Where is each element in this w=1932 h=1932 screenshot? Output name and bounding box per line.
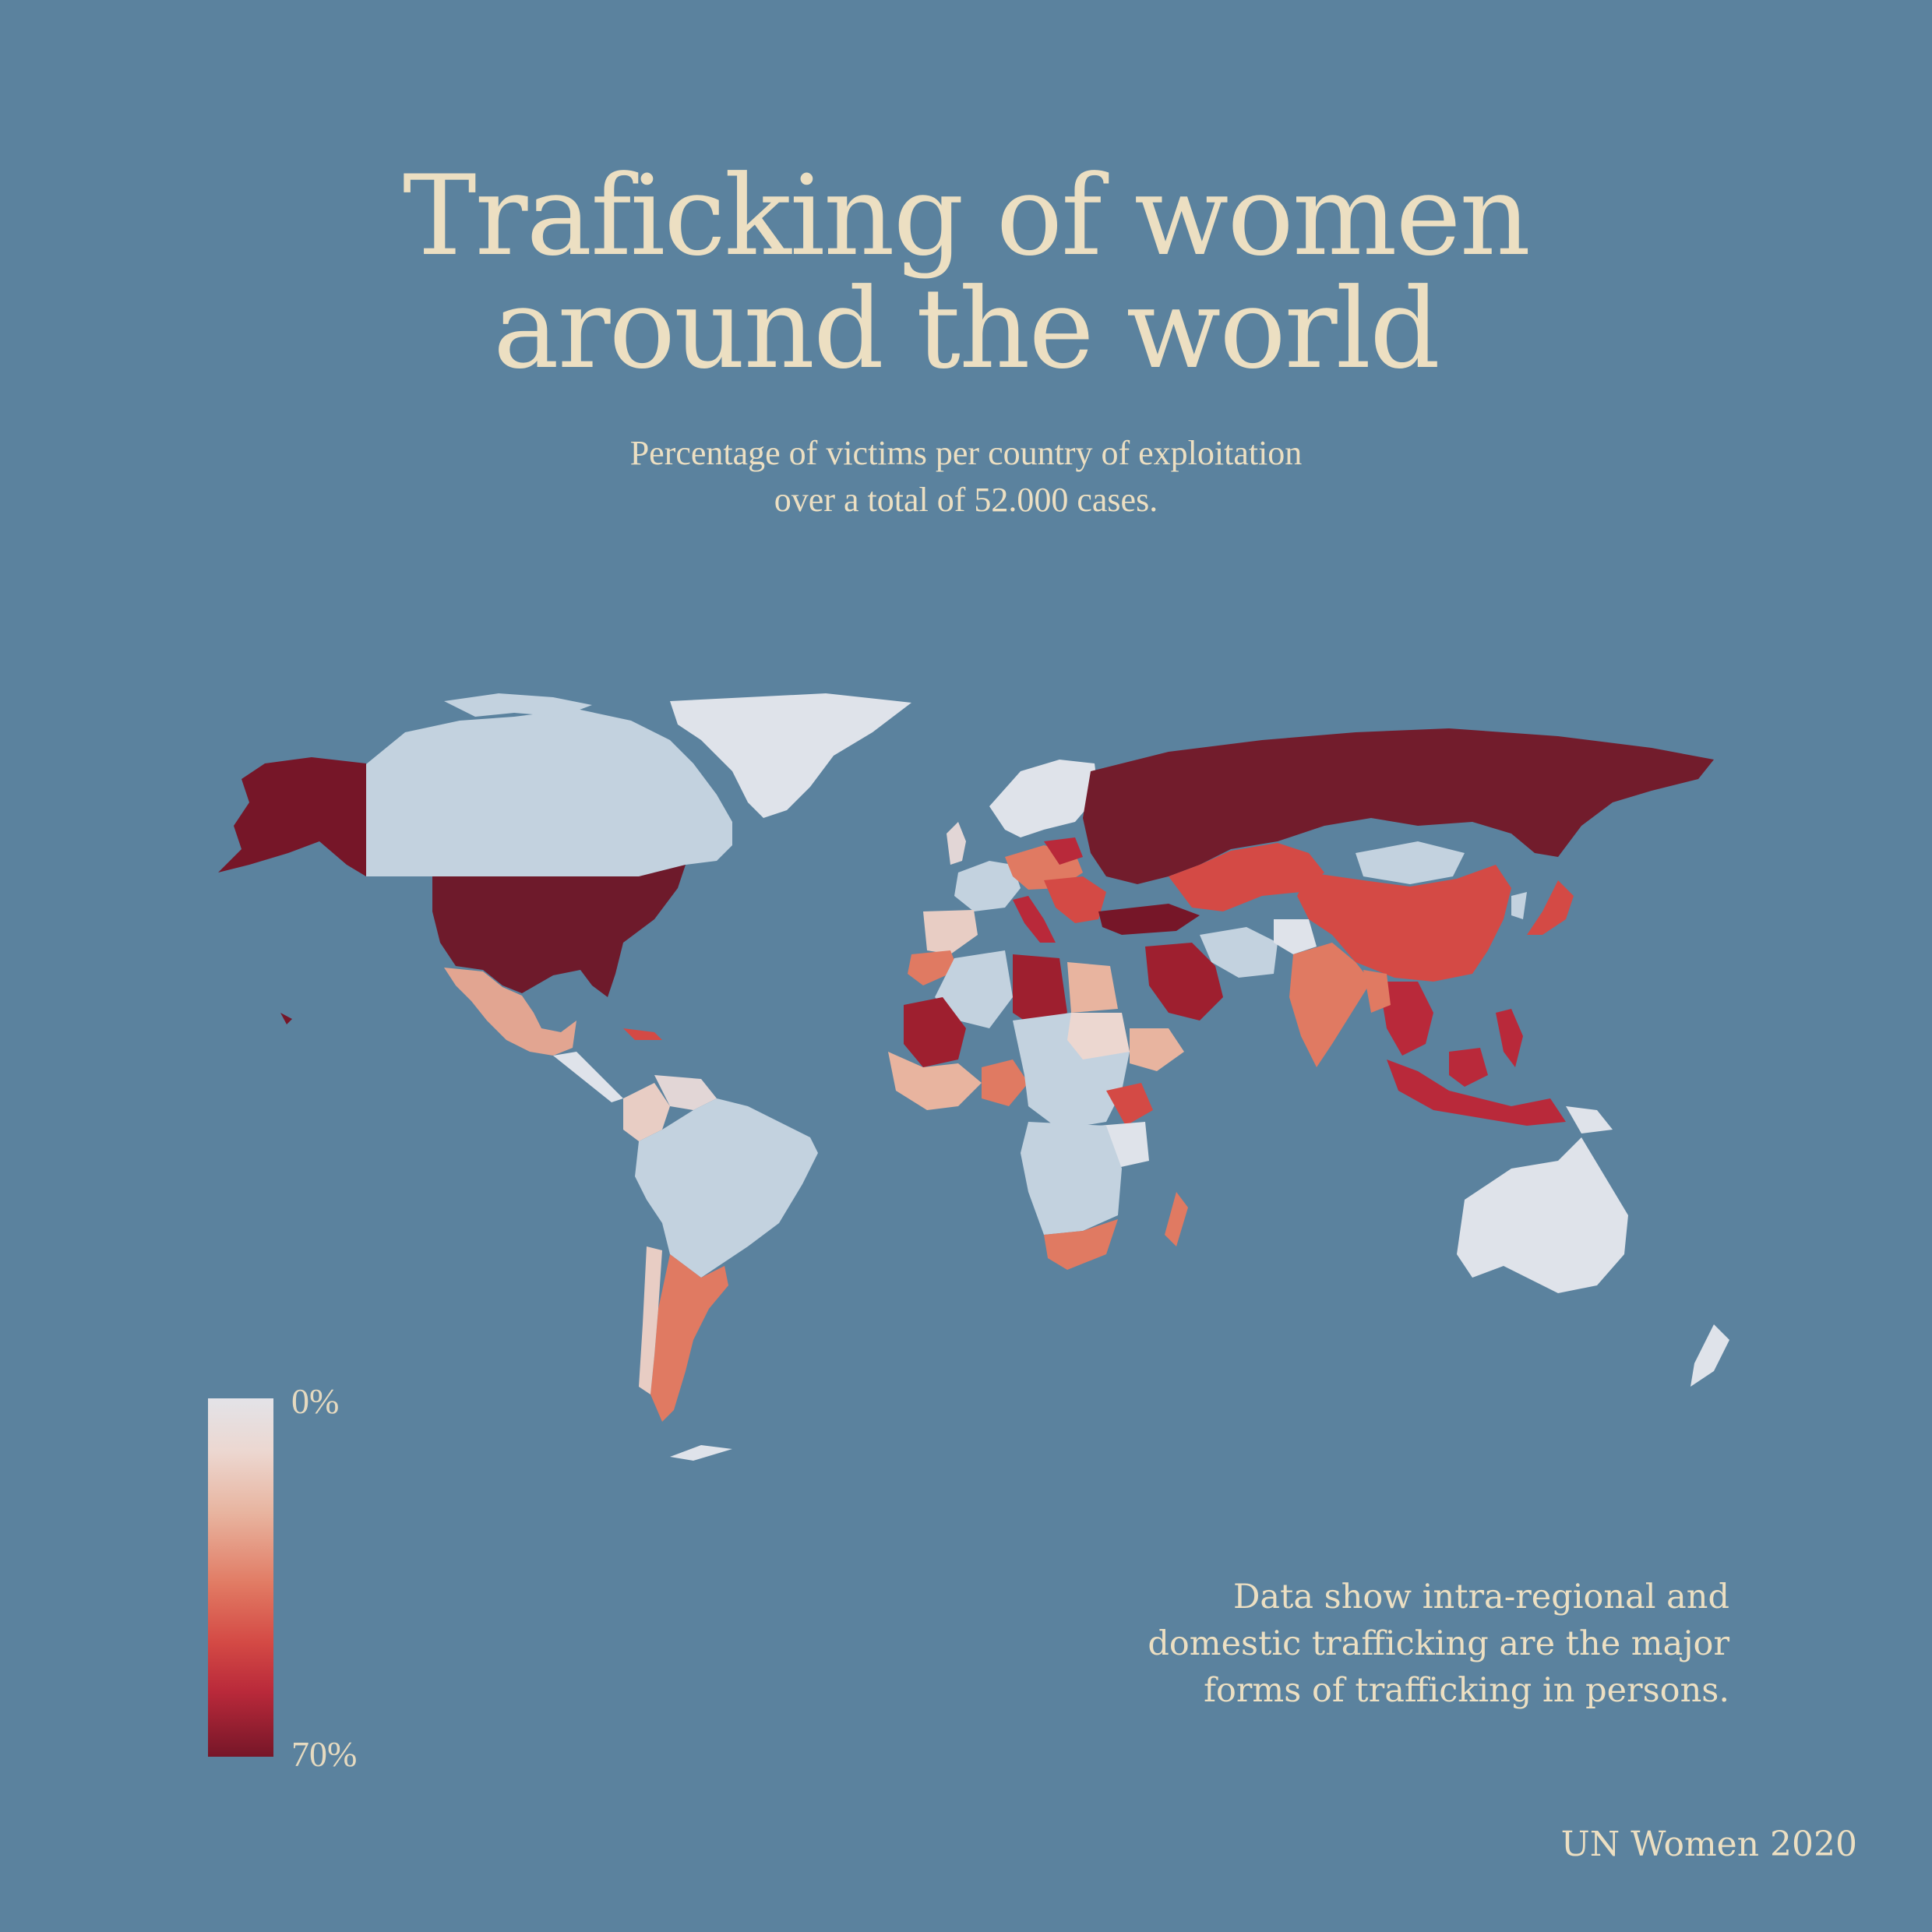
annotation-note: Data show intra-regional and domestic tr…: [1028, 1574, 1729, 1714]
region-scandinavia: [989, 760, 1098, 837]
region-canada: [362, 709, 732, 880]
subtitle-line-1: Percentage of victims per country of exp…: [629, 434, 1303, 472]
region-japan: [1527, 880, 1574, 935]
region-philippines: [1496, 1009, 1523, 1067]
region-uk: [947, 822, 966, 865]
region-borneo: [1449, 1048, 1488, 1087]
map-subtitle: Percentage of victims per country of exp…: [0, 430, 1932, 524]
region-turkey: [1098, 904, 1200, 935]
legend-colorbar: [208, 1398, 273, 1757]
region-mexico: [444, 968, 576, 1056]
source-credit: UN Women 2020: [1560, 1824, 1857, 1864]
region-caribbean: [623, 1028, 662, 1040]
region-iran: [1200, 927, 1278, 978]
region-venezuela: [654, 1075, 717, 1110]
region-egypt: [1067, 962, 1118, 1013]
region-papua: [1566, 1106, 1613, 1133]
region-mongolia: [1356, 841, 1465, 884]
region-sudan: [1067, 1013, 1130, 1059]
note-line-1: Data show intra-regional and: [1232, 1578, 1729, 1616]
region-west-africa: [888, 1052, 982, 1110]
region-myanmar: [1363, 970, 1391, 1013]
region-indonesia: [1387, 1059, 1566, 1126]
note-line-2: domestic trafficking are the major: [1148, 1624, 1729, 1663]
region-china: [1297, 865, 1511, 982]
region-central-america: [553, 1052, 623, 1102]
region-madagascar: [1165, 1192, 1188, 1246]
title-line-1: Traficking of women: [402, 152, 1531, 280]
region-chile: [639, 1246, 662, 1394]
note-line-3: forms of trafficking in persons.: [1204, 1671, 1729, 1710]
region-russia: [1083, 728, 1714, 884]
region-india: [1289, 943, 1371, 1067]
region-south-africa: [1044, 1219, 1118, 1270]
region-new-zealand: [1690, 1324, 1729, 1387]
region-australia: [1457, 1137, 1628, 1293]
region-alaska: [218, 757, 366, 876]
region-libya: [1013, 954, 1067, 1028]
region-colombia: [623, 1083, 670, 1141]
region-canada-islands: [444, 693, 592, 717]
region-poland: [1044, 837, 1083, 865]
region-kenya: [1106, 1083, 1153, 1126]
region-central-asia: [1169, 843, 1324, 911]
region-greenland: [670, 693, 911, 818]
region-morocco: [908, 950, 958, 985]
region-south-america: [635, 1098, 818, 1278]
region-iberia: [923, 910, 978, 954]
region-argentina: [650, 1254, 728, 1422]
region-italy: [1013, 896, 1056, 943]
region-nigeria: [982, 1059, 1028, 1106]
region-algeria: [935, 950, 1013, 1028]
title-line-2: around the world: [493, 265, 1440, 393]
region-southern-islands: [670, 1445, 732, 1461]
legend-max-label: 70%: [291, 1734, 358, 1774]
region-saudi-arabia: [1145, 943, 1223, 1021]
region-balkans: [1044, 876, 1106, 923]
region-korea: [1511, 892, 1527, 919]
region-hawaii: [280, 1013, 292, 1024]
region-ethiopia: [1130, 1028, 1184, 1071]
legend-min-label: 0%: [291, 1381, 340, 1421]
region-usa: [432, 865, 686, 997]
region-mauritania-mali: [904, 997, 966, 1067]
map-title: Traficking of women around the world: [0, 160, 1932, 386]
world-choropleth-map: [218, 693, 1729, 1461]
region-southeast-asia: [1379, 982, 1433, 1056]
subtitle-line-2: over a total of 52.000 cases.: [774, 481, 1158, 519]
region-afghanistan: [1274, 919, 1317, 954]
region-western-europe: [954, 861, 1021, 911]
region-southern-africa: [1021, 1122, 1122, 1235]
